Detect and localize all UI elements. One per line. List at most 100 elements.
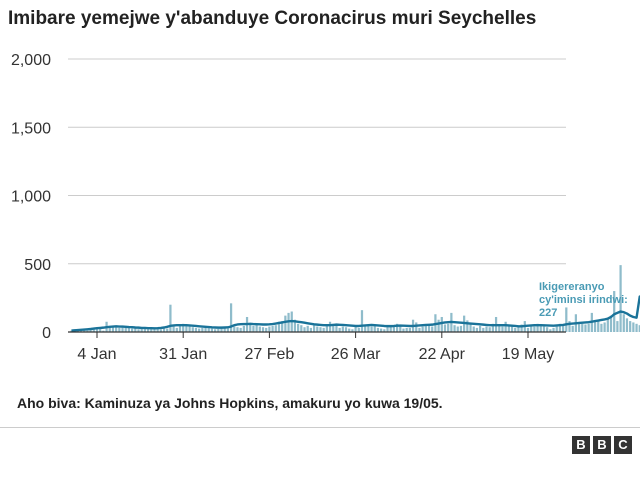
bar [370, 326, 373, 332]
bar [469, 323, 472, 332]
bar [338, 327, 341, 332]
bar [198, 328, 201, 332]
bar [520, 324, 523, 332]
bar [386, 327, 389, 332]
bar [229, 303, 233, 332]
bar [239, 327, 242, 332]
bar [504, 321, 507, 332]
bar [357, 327, 360, 332]
bar [399, 326, 402, 332]
bar [565, 307, 568, 332]
logo-letter-b2: B [593, 436, 611, 454]
y-tick-labels: 0 500 1,000 1,500 2,000 [11, 52, 51, 342]
annotation-line-2: cy'iminsi irindwi: [539, 294, 628, 306]
y-tick-label: 2,000 [11, 52, 51, 69]
bar [156, 328, 159, 332]
bar [609, 315, 613, 332]
bar [593, 321, 597, 332]
bar [121, 326, 124, 332]
bar [453, 325, 456, 332]
x-tick-label: 26 Mar [331, 346, 381, 363]
bar [169, 304, 172, 332]
bar [482, 327, 485, 332]
bar [613, 291, 616, 332]
bar [418, 327, 421, 332]
x-tick-label: 22 Apr [419, 346, 466, 363]
bar [252, 325, 255, 332]
bar [341, 326, 344, 332]
moving-average-series [71, 295, 640, 332]
bar [584, 324, 587, 332]
grid-lines [68, 58, 566, 265]
bar [443, 324, 447, 332]
bar [424, 325, 427, 332]
bar [389, 326, 392, 332]
y-tick-label: 500 [24, 257, 51, 274]
bar [124, 327, 127, 332]
bar [281, 321, 284, 332]
bar [568, 321, 571, 332]
bar [491, 323, 494, 332]
bar [178, 325, 182, 332]
bar [459, 325, 463, 332]
bar [415, 322, 418, 332]
bar [597, 319, 600, 332]
bar [143, 327, 146, 332]
bar [118, 327, 121, 332]
bar [194, 327, 198, 332]
bar [316, 326, 319, 332]
bar [558, 323, 562, 332]
bar [526, 327, 530, 332]
bar [507, 325, 510, 332]
bar [332, 323, 335, 332]
bar [303, 327, 306, 332]
bar [322, 327, 325, 332]
bar [233, 326, 236, 332]
bar [95, 328, 99, 332]
bar [284, 315, 287, 332]
bar [536, 323, 539, 332]
bar [255, 325, 258, 332]
bar [408, 327, 411, 332]
bar [629, 321, 632, 332]
bar [478, 325, 482, 332]
bar [485, 326, 488, 332]
bar [210, 328, 214, 332]
bar [111, 327, 115, 332]
bar [475, 327, 479, 332]
bar [137, 329, 140, 332]
bar [488, 327, 491, 332]
bar [297, 323, 300, 332]
bar [549, 329, 552, 332]
bar [587, 323, 590, 332]
bar [153, 327, 156, 332]
annotation-value: 227 [539, 307, 557, 319]
x-tick-label: 4 Jan [77, 346, 116, 363]
bar [261, 327, 265, 332]
bar [185, 325, 188, 332]
annotation-line-1: Ikigereranyo [539, 281, 605, 293]
bar [265, 327, 268, 332]
bar [498, 325, 501, 332]
bar [421, 326, 424, 332]
x-tick-label: 31 Jan [159, 346, 207, 363]
x-tick-labels: 4 Jan 31 Jan 27 Feb 26 Mar 22 Apr 19 May [77, 346, 554, 363]
bar [376, 327, 380, 332]
bar [625, 318, 629, 332]
bar [271, 325, 274, 332]
bar [405, 327, 408, 332]
chart-title: Imibare yemejwe y'abanduye Coronacirus m… [8, 8, 537, 29]
bar [150, 328, 153, 332]
bar [162, 327, 166, 332]
bar [223, 327, 226, 332]
bar [542, 326, 546, 332]
bar [226, 328, 230, 332]
bar [108, 326, 111, 332]
bar [214, 329, 217, 332]
bar [562, 324, 565, 332]
bar [364, 325, 367, 332]
bar [249, 323, 252, 332]
x-axis [68, 331, 566, 338]
bar [300, 325, 303, 332]
bar [79, 330, 83, 332]
